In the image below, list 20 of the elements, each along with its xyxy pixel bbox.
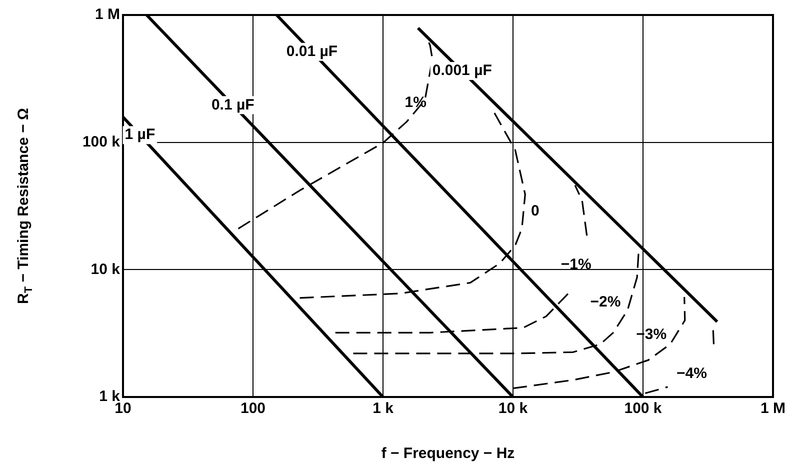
- series-label: 1%: [404, 94, 426, 111]
- x-tick-label: 100: [240, 400, 266, 418]
- series-label: −2%: [590, 293, 621, 310]
- y-tick-label: 1 M: [94, 6, 120, 24]
- x-tick-label: 10: [114, 400, 132, 418]
- y-axis-title: RT − Timing Resistance − Ω: [15, 108, 36, 304]
- y-tick-label: 10 k: [90, 260, 121, 278]
- x-tick-label: 1 M: [760, 400, 786, 418]
- series-label: −1%: [560, 256, 592, 273]
- x-axis-title: f − Frequency − Hz: [381, 445, 515, 462]
- x-tick-label: 100 k: [624, 400, 662, 418]
- x-tick-label: 10 k: [498, 400, 528, 418]
- series-label: −4%: [676, 365, 707, 382]
- y-tick-label: 100 k: [82, 133, 121, 150]
- annotation: 0.01 µF: [286, 43, 338, 60]
- annotation: 0.1 µF: [211, 96, 254, 114]
- series-label: 0: [530, 202, 540, 220]
- annotation: 0.001 µF: [432, 62, 492, 80]
- x-tick-label: 1 k: [372, 400, 394, 418]
- annotation: 1 µF: [124, 126, 156, 144]
